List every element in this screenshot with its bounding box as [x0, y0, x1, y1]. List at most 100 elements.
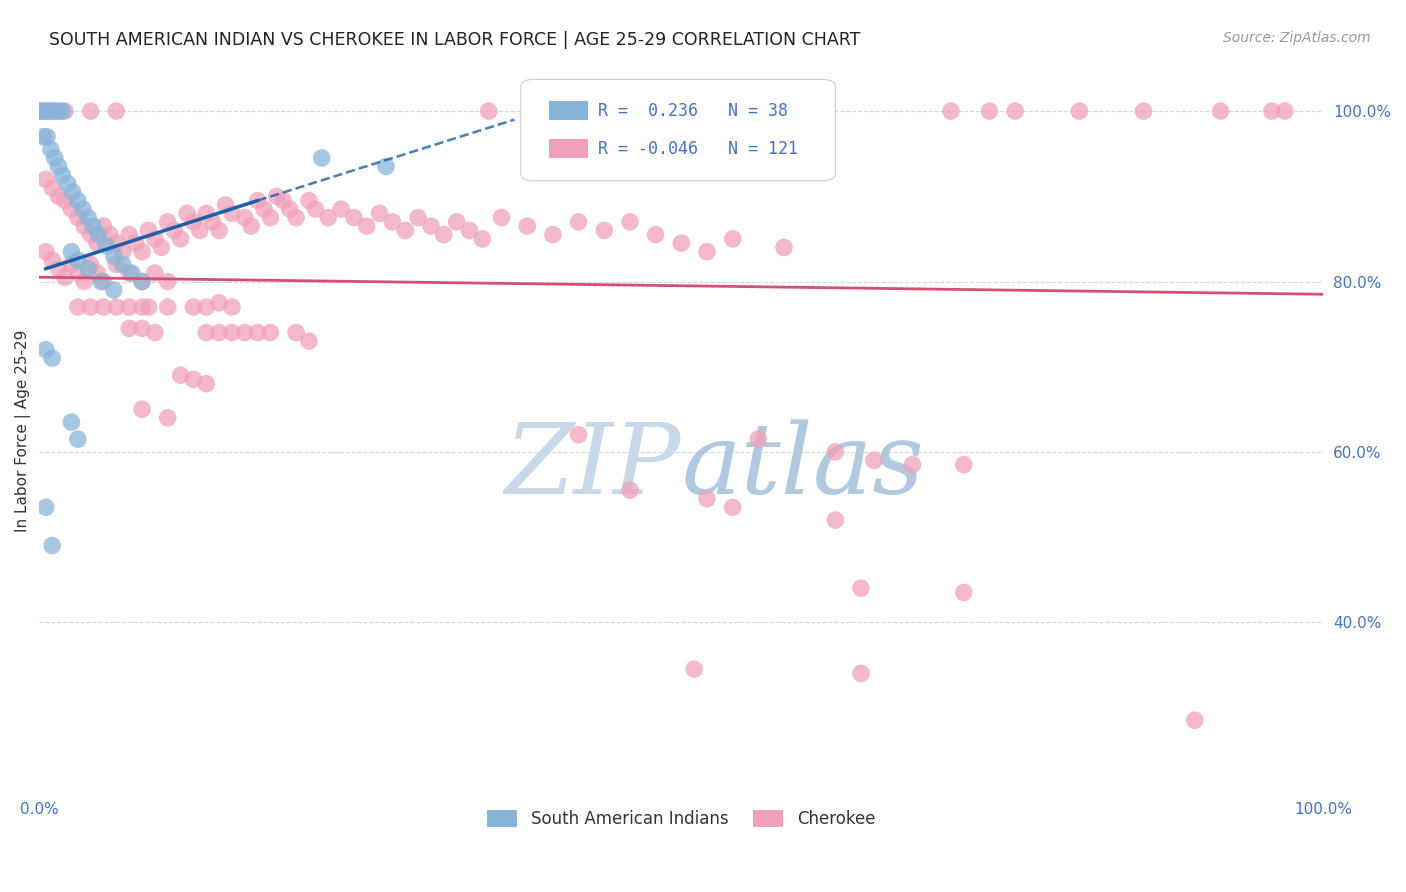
Point [221, 300, 243, 314]
Point [35, 343, 58, 357]
Point [259, 326, 281, 340]
Point [952, 585, 974, 599]
Point [849, 666, 872, 681]
Point [48, 104, 70, 119]
Point [35, 500, 58, 515]
Point [131, 300, 153, 314]
Text: R =  0.236   N = 38: R = 0.236 N = 38 [598, 102, 787, 120]
Point [271, 194, 294, 208]
Point [72, 202, 94, 216]
Point [118, 300, 141, 314]
Point [195, 206, 218, 220]
Point [541, 227, 564, 242]
Point [221, 326, 243, 340]
Point [1069, 104, 1091, 119]
Point [66, 432, 89, 446]
Text: R = -0.046   N = 121: R = -0.046 N = 121 [598, 140, 797, 158]
Point [60, 415, 83, 429]
Point [491, 211, 513, 225]
Point [1274, 104, 1296, 119]
Point [131, 275, 153, 289]
Point [1184, 713, 1206, 727]
Point [163, 223, 186, 237]
Point [195, 376, 218, 391]
Point [644, 227, 666, 242]
Point [103, 249, 125, 263]
Point [246, 326, 269, 340]
Point [51, 104, 73, 119]
Point [131, 244, 153, 259]
Point [1261, 104, 1284, 119]
Point [863, 453, 886, 467]
Point [316, 211, 339, 225]
Point [77, 211, 100, 225]
Point [73, 219, 96, 234]
Point [44, 104, 66, 119]
Point [568, 215, 591, 229]
Point [48, 189, 70, 203]
Point [39, 143, 62, 157]
Point [28, 104, 51, 119]
Point [233, 326, 256, 340]
Point [35, 129, 58, 144]
Point [156, 215, 179, 229]
Point [939, 104, 962, 119]
Point [240, 219, 263, 234]
Point [671, 236, 693, 251]
Point [28, 104, 51, 119]
Point [48, 160, 70, 174]
Point [105, 104, 128, 119]
Point [773, 240, 796, 254]
Point [266, 189, 288, 203]
Point [619, 483, 641, 498]
Point [94, 238, 117, 252]
Point [156, 410, 179, 425]
Point [593, 223, 616, 237]
Point [35, 244, 58, 259]
Point [138, 223, 160, 237]
Text: ZIP: ZIP [505, 419, 682, 515]
Point [156, 300, 179, 314]
Point [124, 236, 146, 251]
Point [121, 266, 143, 280]
Point [696, 491, 718, 506]
Point [696, 244, 718, 259]
Point [80, 227, 103, 242]
Point [253, 202, 276, 216]
Point [183, 300, 205, 314]
Point [824, 445, 846, 459]
Point [90, 275, 112, 289]
Point [285, 326, 308, 340]
Point [138, 300, 160, 314]
Point [41, 351, 63, 366]
Point [394, 223, 416, 237]
Text: SOUTH AMERICAN INDIAN VS CHEROKEE IN LABOR FORCE | AGE 25-29 CORRELATION CHART: SOUTH AMERICAN INDIAN VS CHEROKEE IN LAB… [49, 31, 860, 49]
Point [458, 223, 481, 237]
Point [952, 458, 974, 472]
Point [311, 151, 333, 165]
Point [60, 257, 83, 271]
Point [330, 202, 353, 216]
Point [169, 368, 191, 383]
Point [82, 219, 104, 234]
Point [32, 104, 55, 119]
Point [77, 261, 100, 276]
Point [516, 219, 538, 234]
Point [150, 240, 173, 254]
Point [446, 215, 468, 229]
Y-axis label: In Labor Force | Age 25-29: In Labor Force | Age 25-29 [15, 329, 31, 532]
Point [143, 326, 166, 340]
Point [221, 206, 243, 220]
Point [433, 227, 456, 242]
Point [103, 283, 125, 297]
Point [406, 211, 429, 225]
Point [86, 236, 108, 251]
Point [66, 253, 89, 268]
Point [53, 194, 76, 208]
Point [619, 104, 641, 119]
Point [60, 202, 83, 216]
Point [233, 211, 256, 225]
Point [1132, 104, 1154, 119]
Point [41, 253, 63, 268]
Point [298, 194, 321, 208]
